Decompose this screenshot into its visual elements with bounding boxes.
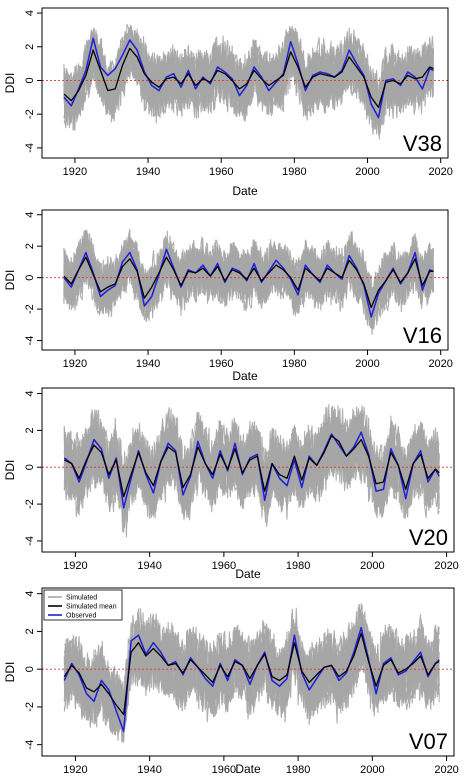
y-tick-label: -2: [24, 702, 36, 712]
panel-label: V38: [403, 131, 442, 156]
y-tick-label: 2: [24, 44, 36, 50]
y-tick-label: 2: [24, 628, 36, 634]
x-tick-label: 1940: [136, 358, 160, 370]
y-tick-label: 4: [24, 591, 36, 597]
plot-area: [42, 23, 448, 140]
y-tick-label: -2: [24, 304, 36, 314]
plot-area: [42, 229, 448, 335]
y-tick-label: -4: [24, 143, 36, 153]
x-tick-label: 2000: [355, 358, 379, 370]
chart-panel-v38: 1920 1940 1960 1980 2000 2020 -4 -2 0 2 4 Date DDI V3…: [3, 7, 453, 198]
y-tick-label: 0: [24, 77, 36, 83]
simulated-mean-series-line: [63, 632, 440, 716]
plot-frame: [41, 7, 449, 159]
y-tick-label: -2: [24, 109, 36, 119]
observed-series-line: [63, 431, 440, 509]
y-tick-label: 0: [24, 666, 36, 672]
x-tick-label: 2020: [428, 358, 452, 370]
y-tick-label: 4: [24, 390, 36, 396]
x-tick-label: 1980: [282, 358, 306, 370]
x-axis-title: Date: [235, 567, 261, 581]
y-tick-label: -4: [24, 536, 36, 546]
x-tick-label: 1940: [137, 764, 161, 776]
plot-frame: [41, 587, 455, 757]
simulated-trace: [63, 408, 440, 520]
simulated-mean-series-line: [63, 47, 434, 109]
x-tick-label: 2000: [360, 560, 384, 572]
simulated-trace: [63, 407, 440, 525]
plot-area: [42, 603, 454, 743]
x-axis-title: Date: [235, 762, 261, 776]
panel-label: V20: [409, 525, 448, 550]
x-tick-label: 1920: [63, 560, 87, 572]
legend-entry-label: Simulated mean: [66, 604, 117, 611]
y-tick-label: -4: [24, 336, 36, 346]
legend-entry-label: Simulated: [66, 595, 97, 602]
x-tick-label: 1940: [136, 166, 160, 178]
y-tick-label: 4: [24, 212, 36, 218]
plot-frame: [41, 387, 455, 553]
x-tick-label: 2000: [360, 764, 384, 776]
y-tick-label: -4: [24, 740, 36, 750]
x-tick-label: 2000: [355, 166, 379, 178]
plot-area: [42, 404, 454, 538]
legend: Simulated Simulated mean Observed: [43, 589, 123, 621]
y-tick-label: 0: [24, 464, 36, 470]
x-tick-label: 1940: [137, 560, 161, 572]
x-tick-label: 2020: [434, 560, 458, 572]
x-axis-title: Date: [232, 184, 258, 198]
legend-entry-label: Observed: [66, 613, 96, 620]
x-tick-label: 1920: [63, 358, 87, 370]
x-tick-label: 1960: [209, 358, 233, 370]
simulated-mean-series-line: [63, 256, 434, 309]
simulated-trace: [63, 27, 434, 129]
x-tick-label: 2020: [434, 764, 458, 776]
x-tick-label: 1920: [63, 764, 87, 776]
panel-label: V16: [403, 323, 442, 348]
y-tick-label: 0: [24, 275, 36, 281]
y-axis-title: DDI: [3, 270, 17, 291]
x-tick-label: 1980: [286, 560, 310, 572]
x-axis-title: Date: [232, 369, 258, 383]
x-tick-label: 1980: [282, 166, 306, 178]
panel-label: V07: [409, 729, 448, 754]
chart-panel-v07: 1920 1940 1960 1980 2000 2020 -4 -2 0 2 4 Date DDI V0…: [3, 587, 459, 776]
y-tick-label: 2: [24, 427, 36, 433]
y-axis-title: DDI: [3, 73, 17, 94]
y-tick-label: 4: [24, 10, 36, 16]
y-tick-label: -2: [24, 499, 36, 509]
x-tick-label: 2020: [428, 166, 452, 178]
x-tick-label: 1980: [286, 764, 310, 776]
x-tick-label: 1920: [63, 166, 87, 178]
x-tick-label: 1960: [209, 166, 233, 178]
observed-series-line: [63, 248, 434, 318]
x-tick-label: 1960: [212, 560, 236, 572]
y-axis-title: DDI: [3, 662, 17, 683]
x-tick-label: 1960: [212, 764, 236, 776]
chart-panel-v20: 1920 1940 1960 1980 2000 2020 -4 -2 0 2 4 Date DDI V2…: [3, 387, 459, 581]
plot-frame: [41, 209, 449, 351]
chart-panel-v16: 1920 1940 1960 1980 2000 2020 -4 -2 0 2 4 Date DDI V1…: [3, 209, 453, 383]
y-tick-label: 2: [24, 243, 36, 249]
simulated-trace: [63, 233, 434, 318]
simulated-mean-series-line: [64, 435, 440, 498]
y-axis-title: DDI: [3, 460, 17, 481]
